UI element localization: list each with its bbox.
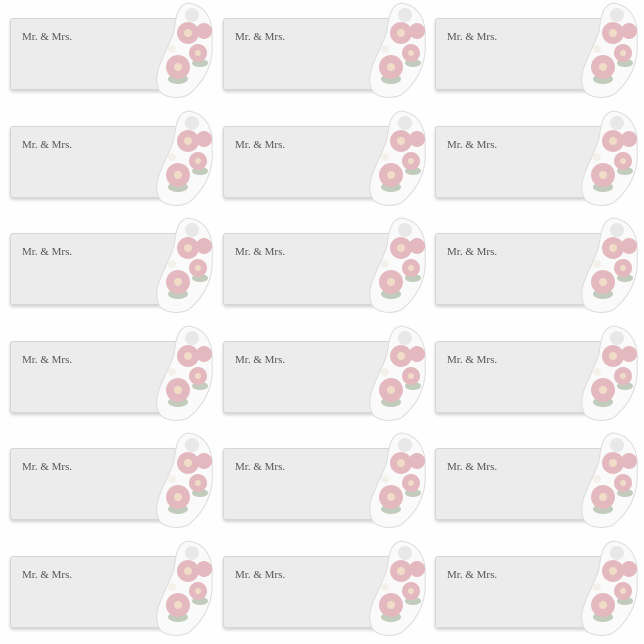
address-label: Mr. & Mrs. (223, 539, 438, 639)
label-card: Mr. & Mrs. (435, 18, 609, 90)
address-label: Mr. & Mrs. (223, 109, 438, 209)
rose-bouquet-icon (156, 432, 213, 528)
label-text: Mr. & Mrs. (22, 246, 73, 258)
label-text: Mr. & Mrs. (235, 246, 286, 258)
address-label: Mr. & Mrs. (10, 216, 225, 316)
label-card: Mr. & Mrs. (223, 341, 397, 413)
rose-bouquet-icon (581, 2, 638, 98)
label-text: Mr. & Mrs. (235, 31, 286, 43)
rose-bouquet-icon (369, 432, 426, 528)
address-label: Mr. & Mrs. (223, 1, 438, 101)
address-label: Mr. & Mrs. (223, 431, 438, 531)
address-label: Mr. & Mrs. (10, 1, 225, 101)
label-text: Mr. & Mrs. (22, 139, 73, 151)
label-card: Mr. & Mrs. (223, 233, 397, 305)
label-card: Mr. & Mrs. (435, 126, 609, 198)
label-text: Mr. & Mrs. (447, 139, 498, 151)
address-label: Mr. & Mrs. (223, 324, 438, 424)
label-card: Mr. & Mrs. (223, 448, 397, 520)
address-label: Mr. & Mrs. (435, 431, 644, 531)
label-card: Mr. & Mrs. (10, 448, 184, 520)
rose-bouquet-icon (369, 217, 426, 313)
address-label: Mr. & Mrs. (223, 216, 438, 316)
label-text: Mr. & Mrs. (235, 569, 286, 581)
address-label: Mr. & Mrs. (435, 324, 644, 424)
rose-bouquet-icon (581, 325, 638, 421)
label-text: Mr. & Mrs. (22, 31, 73, 43)
rose-bouquet-icon (369, 2, 426, 98)
rose-bouquet-icon (156, 217, 213, 313)
rose-bouquet-icon (581, 110, 638, 206)
rose-bouquet-icon (369, 110, 426, 206)
address-label: Mr. & Mrs. (10, 539, 225, 639)
label-text: Mr. & Mrs. (447, 354, 498, 366)
rose-bouquet-icon (581, 217, 638, 313)
address-label: Mr. & Mrs. (435, 1, 644, 101)
address-label: Mr. & Mrs. (435, 216, 644, 316)
label-card: Mr. & Mrs. (435, 556, 609, 628)
label-card: Mr. & Mrs. (10, 18, 184, 90)
rose-bouquet-icon (156, 540, 213, 636)
label-card: Mr. & Mrs. (435, 341, 609, 413)
label-card: Mr. & Mrs. (435, 448, 609, 520)
address-label: Mr. & Mrs. (10, 324, 225, 424)
label-text: Mr. & Mrs. (22, 354, 73, 366)
label-text: Mr. & Mrs. (235, 461, 286, 473)
address-label: Mr. & Mrs. (10, 109, 225, 209)
label-card: Mr. & Mrs. (223, 556, 397, 628)
address-label: Mr. & Mrs. (435, 539, 644, 639)
label-text: Mr. & Mrs. (447, 31, 498, 43)
label-text: Mr. & Mrs. (22, 569, 73, 581)
rose-bouquet-icon (581, 540, 638, 636)
label-text: Mr. & Mrs. (22, 461, 73, 473)
rose-bouquet-icon (369, 540, 426, 636)
address-label: Mr. & Mrs. (10, 431, 225, 531)
label-text: Mr. & Mrs. (235, 139, 286, 151)
rose-bouquet-icon (156, 110, 213, 206)
address-label: Mr. & Mrs. (435, 109, 644, 209)
label-card: Mr. & Mrs. (223, 126, 397, 198)
label-text: Mr. & Mrs. (235, 354, 286, 366)
rose-bouquet-icon (156, 325, 213, 421)
label-card: Mr. & Mrs. (10, 556, 184, 628)
rose-bouquet-icon (369, 325, 426, 421)
rose-bouquet-icon (581, 432, 638, 528)
label-text: Mr. & Mrs. (447, 569, 498, 581)
rose-bouquet-icon (156, 2, 213, 98)
label-card: Mr. & Mrs. (223, 18, 397, 90)
label-text: Mr. & Mrs. (447, 246, 498, 258)
label-text: Mr. & Mrs. (447, 461, 498, 473)
label-card: Mr. & Mrs. (10, 233, 184, 305)
label-card: Mr. & Mrs. (10, 341, 184, 413)
